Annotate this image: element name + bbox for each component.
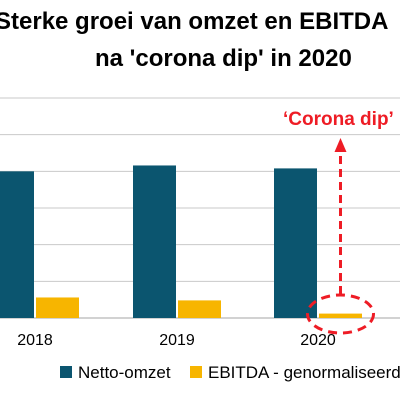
corona-dip-annotation: ‘Corona dip’ [283,109,394,335]
x-tick-label: 2019 [159,332,195,349]
x-tick-label: 2020 [300,332,336,349]
annotation-highlight-ellipse [306,293,375,335]
bar-netto-omzet-2018 [0,171,34,318]
legend-label-ebitda: EBITDA - genormaliseerd [208,363,400,382]
x-tick-label: 2018 [17,332,53,349]
chart-title-line-1: Sterke groei van omzet en EBITDA [0,8,389,35]
x-tick-labels: 2018 2019 2020 [17,332,336,349]
legend: Netto-omzet EBITDA - genormaliseerd [60,363,400,382]
legend-label-netto-omzet: Netto-omzet [78,363,171,382]
chart-title-line-2: na 'corona dip' in 2020 [95,45,352,72]
bar-ebitda-2018 [36,297,79,318]
bar-ebitda-2019 [178,300,221,318]
bar-netto-omzet-2020 [274,168,317,318]
bar-ebitda-2020 [319,313,362,318]
bars [0,165,362,318]
legend-swatch-netto-omzet [60,366,72,378]
annotation-arrow-head [334,138,347,152]
bar-netto-omzet-2019 [133,165,176,318]
annotation-label: ‘Corona dip’ [283,109,394,130]
legend-swatch-ebitda [190,366,202,378]
